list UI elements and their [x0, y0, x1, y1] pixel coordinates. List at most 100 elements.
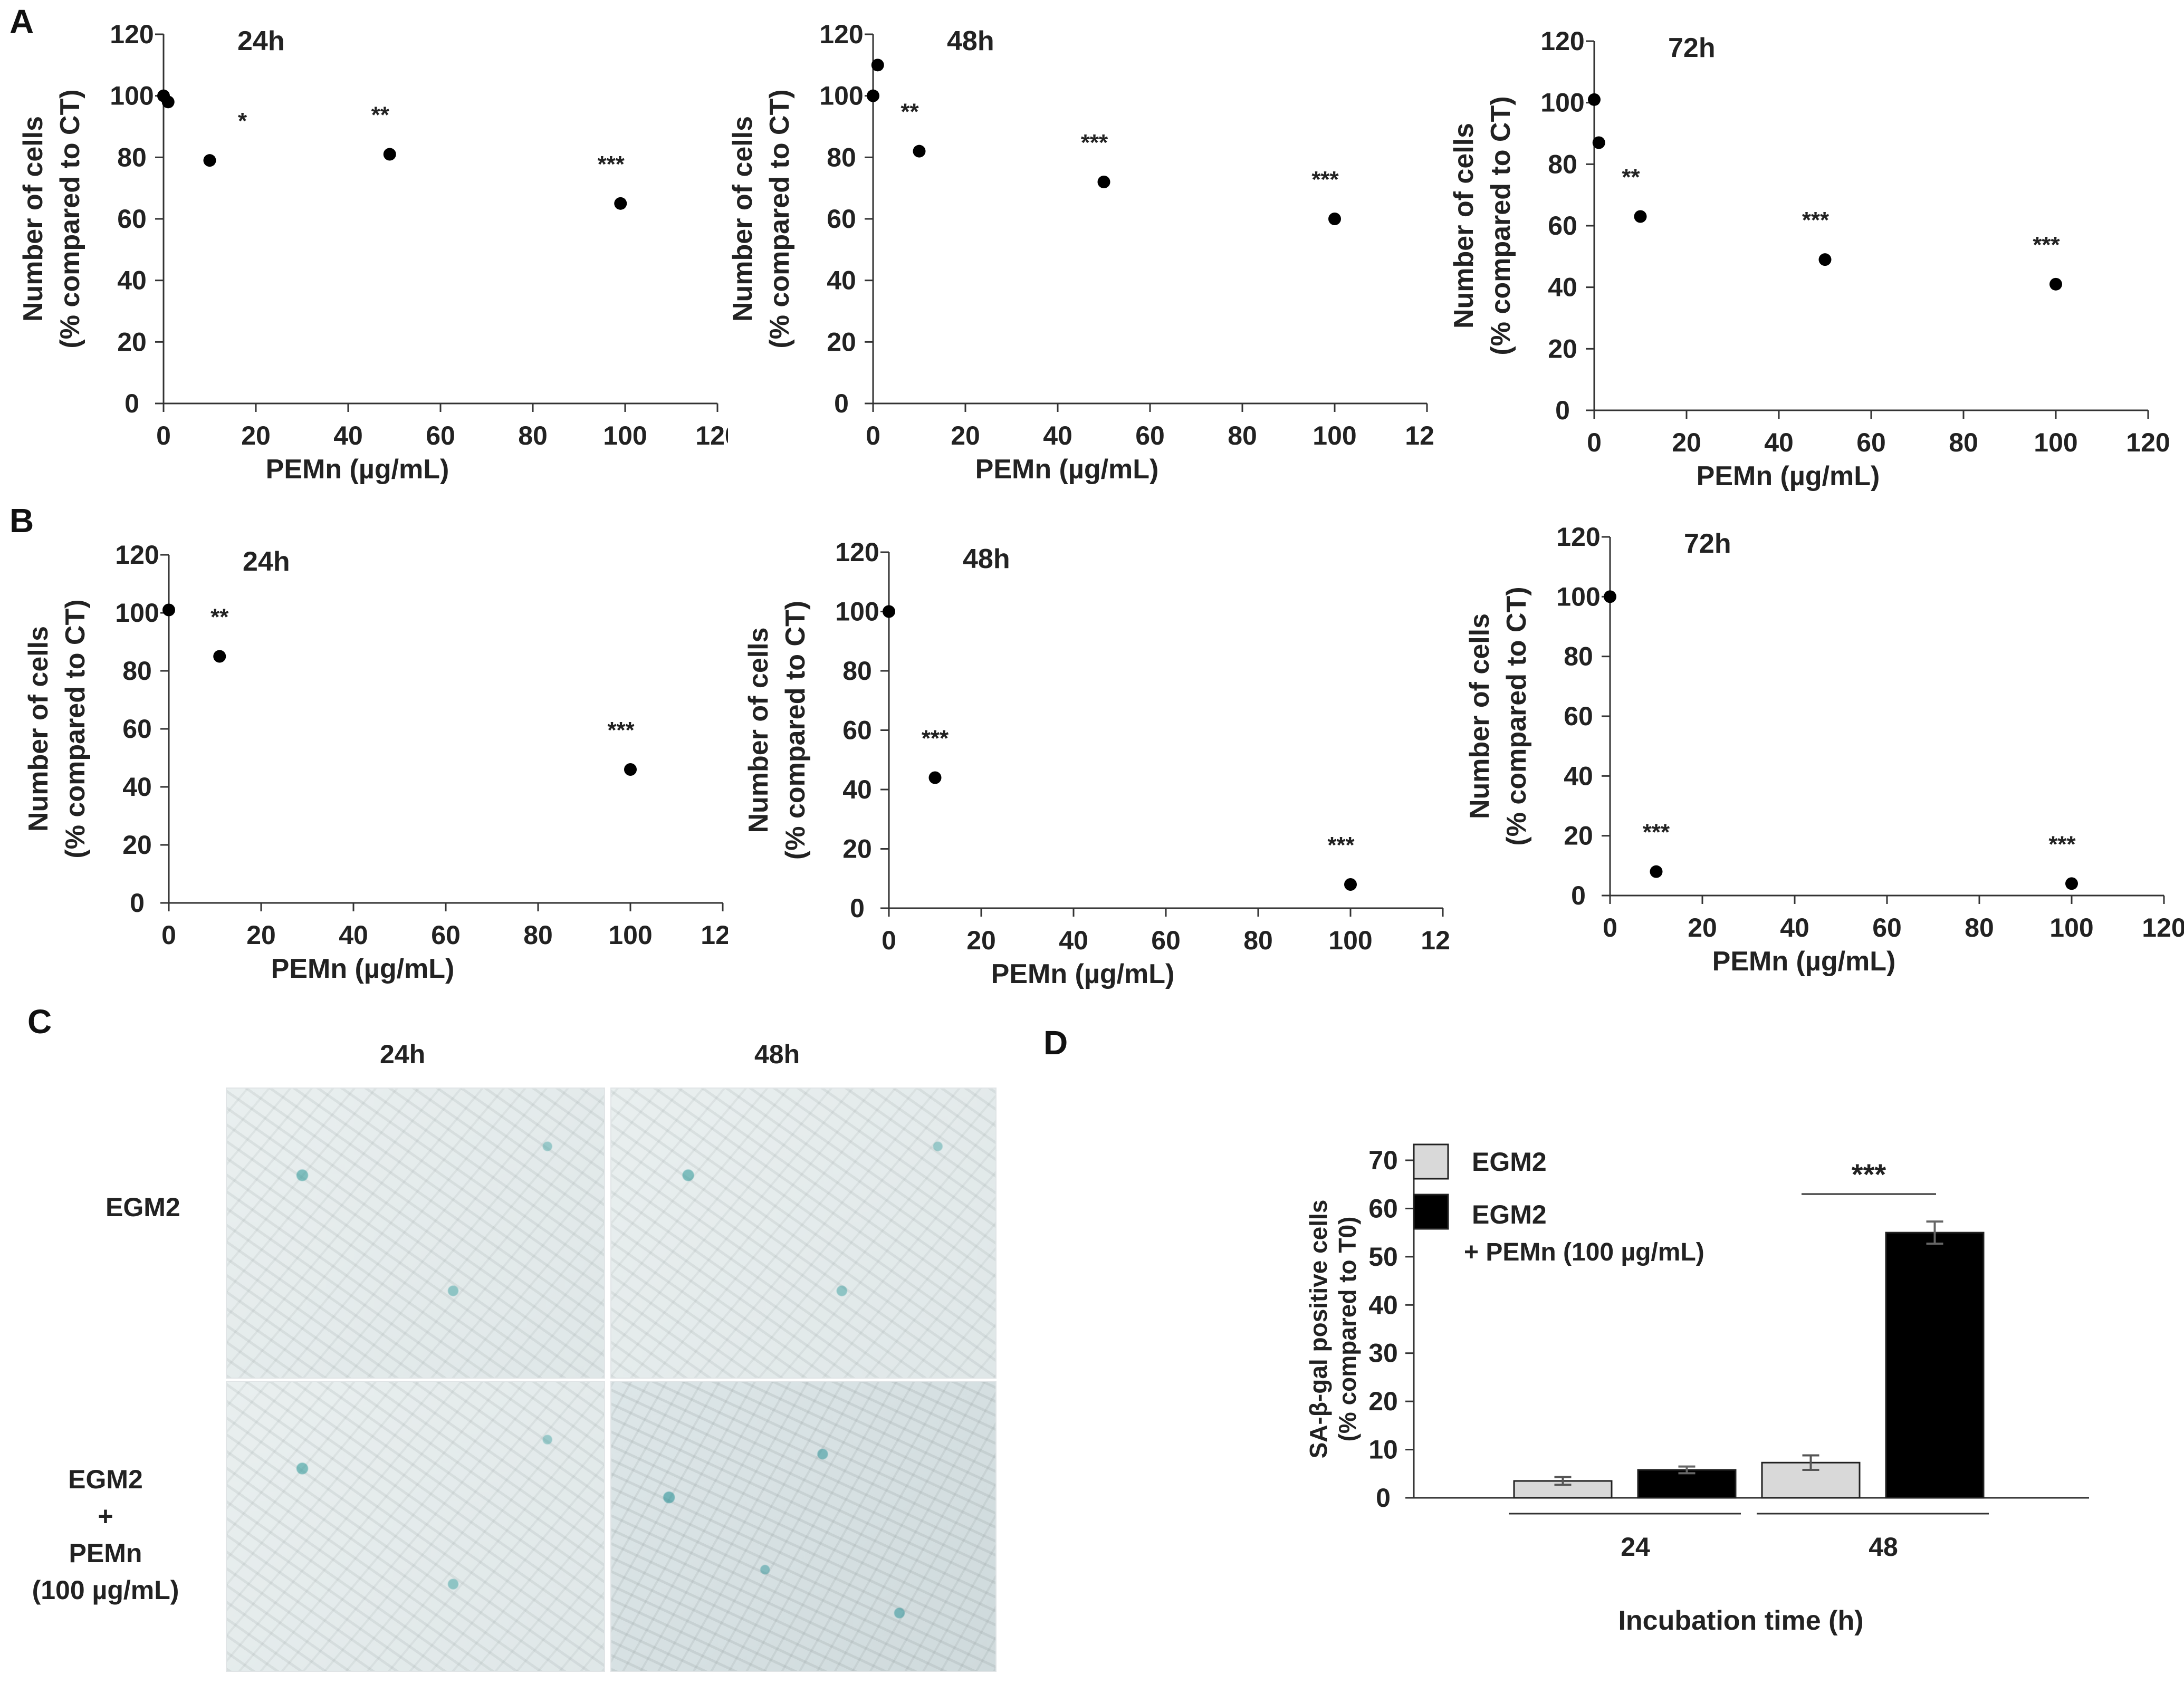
y-axis-label: Number of cells	[1449, 123, 1479, 329]
data-point	[1650, 865, 1663, 878]
chart-title: 48h	[947, 26, 994, 56]
micrograph-egm2-24h	[226, 1088, 605, 1379]
y-tick-label: 80	[842, 656, 872, 686]
y-tick-label: 0	[834, 389, 849, 418]
x-tick-label: 100	[2049, 913, 2093, 942]
x-tick-label: 120	[1405, 421, 1435, 450]
y-tick-label: 120	[1556, 522, 1600, 552]
x-tick-label: 20	[1672, 428, 1701, 457]
x-tick-label: 60	[1856, 428, 1886, 457]
y-tick-label: 40	[842, 775, 872, 804]
micrograph-egm2-pemn-24h	[226, 1381, 605, 1672]
y-axis-label-line-2: (% compared to CT)	[764, 89, 795, 348]
y-tick-label: 20	[122, 830, 152, 860]
x-tick-label: 20	[246, 920, 276, 950]
y-tick-label: 100	[1540, 88, 1584, 118]
x-category-label: 24	[1621, 1532, 1650, 1562]
y-axis-label-line-2: (% compared to CT)	[60, 599, 91, 858]
y-tick-label: 100	[835, 597, 879, 627]
x-axis-label: Incubation time (h)	[1618, 1605, 1863, 1636]
significance-label: ***	[598, 151, 625, 177]
y-tick-label: 40	[1368, 1290, 1398, 1320]
significance-label: ***	[1327, 832, 1355, 858]
y-tick-label: 100	[1556, 582, 1600, 611]
y-tick-label: 60	[1368, 1194, 1398, 1223]
x-tick-label: 60	[1872, 913, 1902, 942]
row-label-egm2-text: EGM2	[106, 1192, 180, 1222]
y-axis-label-line-2: (% compared to CT)	[1501, 586, 1532, 845]
y-tick-label: 60	[117, 204, 147, 234]
chart-title: 72h	[1668, 33, 1716, 63]
data-point	[1344, 878, 1357, 891]
y-axis-label: Number of cells	[1464, 613, 1495, 819]
data-point	[1818, 253, 1832, 266]
x-tick-label: 20	[1688, 913, 1717, 942]
x-tick-label: 20	[966, 926, 996, 955]
y-tick-label: 20	[842, 834, 872, 864]
significance-label: ***	[1081, 130, 1108, 156]
y-tick-label: 60	[842, 716, 872, 745]
x-tick-label: 100	[1328, 926, 1372, 955]
significance-label: **	[371, 102, 390, 128]
data-point	[867, 89, 879, 102]
y-tick-label: 20	[117, 327, 147, 357]
data-point	[871, 59, 884, 72]
data-point	[213, 650, 226, 663]
legend-label-line-2: + PEMn (100 µg/mL)	[1464, 1238, 1704, 1266]
significance-label: **	[210, 604, 229, 630]
y-tick-label: 50	[1368, 1242, 1398, 1272]
micrograph-egm2-pemn-48h	[610, 1381, 997, 1672]
x-tick-label: 120	[1421, 926, 1451, 955]
bar-chart-d: 0 10 20 30 40 50 60 70 SA-β-gal positive cells (%…	[1305, 1143, 2089, 1636]
chart-title: 48h	[963, 544, 1010, 574]
data-point	[203, 154, 216, 167]
row-label-line-4: (100 µg/mL)	[32, 1575, 179, 1605]
panel-letter-a: A	[9, 3, 34, 41]
y-tick-label: 80	[122, 656, 152, 686]
scatter-chart-b-48h: 0 20 40 60 80 100 120 0 20 40 60 80 100 120 PEMn (µg/m…	[743, 537, 1451, 989]
significance-label: *	[238, 108, 247, 134]
y-tick-label: 10	[1368, 1435, 1398, 1465]
x-tick-label: 0	[882, 926, 896, 955]
data-point	[1328, 213, 1341, 225]
data-point	[1634, 210, 1647, 223]
significance-label: ***	[2033, 232, 2060, 258]
significance-label: ***	[1643, 820, 1670, 845]
significance-label: ***	[922, 726, 949, 752]
chart-title: 24h	[243, 546, 290, 577]
x-tick-label: 20	[951, 421, 980, 450]
chart-title: 72h	[1684, 528, 1731, 559]
x-tick-label: 100	[603, 421, 647, 450]
y-axis-label-line-2: (% compared to CT)	[780, 601, 811, 860]
y-tick-label: 80	[827, 142, 856, 172]
data-point	[1588, 93, 1601, 106]
data-point	[1097, 176, 1110, 188]
y-tick-label: 40	[117, 266, 147, 295]
x-tick-label: 40	[1780, 913, 1809, 942]
x-tick-label: 60	[1135, 421, 1165, 450]
x-tick-label: 100	[2034, 428, 2077, 457]
x-tick-label: 20	[241, 421, 271, 450]
y-tick-label: 60	[827, 204, 856, 234]
y-tick-label: 100	[819, 81, 863, 111]
data-point	[624, 763, 637, 776]
y-tick-label: 120	[1540, 26, 1584, 56]
y-tick-label: 120	[115, 540, 159, 570]
micrograph-row-label-egm2: EGM2	[106, 1192, 180, 1223]
scatter-chart-a-24h: 0 20 40 60 80 100 120 0 20 40 60 80 100 120 PEMn (µg/m…	[18, 20, 728, 485]
x-tick-label: 40	[339, 920, 368, 950]
x-axis-label: PEMn (µg/mL)	[975, 454, 1159, 485]
micrograph-col-label-24h: 24h	[380, 1040, 426, 1069]
y-tick-label: 20	[1564, 821, 1593, 851]
y-axis-label: Number of cells	[18, 116, 49, 322]
significance-label: ***	[607, 717, 635, 743]
y-tick-label: 0	[1571, 881, 1586, 910]
x-axis-label: PEMn (µg/mL)	[1712, 946, 1896, 977]
y-tick-label: 0	[124, 389, 139, 418]
x-tick-label: 120	[2126, 428, 2170, 457]
y-tick-label: 40	[122, 772, 152, 802]
micrograph-egm2-48h	[610, 1088, 997, 1379]
scatter-chart-a-48h: 0 20 40 60 80 100 120 0 20 40 60 80 100 120 PEMn (µg/m…	[727, 20, 1435, 485]
significance-label: ***	[1802, 207, 1829, 233]
y-tick-label: 0	[1376, 1483, 1391, 1513]
